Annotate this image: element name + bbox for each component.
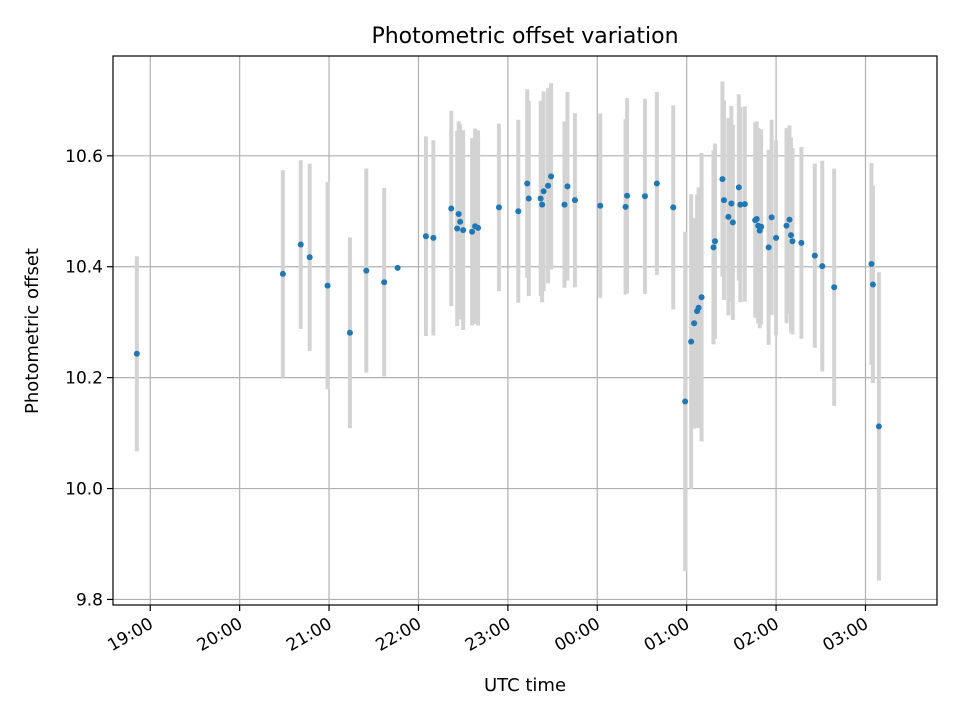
data-point xyxy=(539,201,546,208)
data-point xyxy=(454,225,461,232)
y-tick-label: 10.6 xyxy=(65,147,103,167)
data-point xyxy=(741,201,748,208)
x-tick-label: 19:00 xyxy=(104,614,156,656)
y-tick-label: 10.0 xyxy=(65,480,103,500)
data-point xyxy=(537,195,544,202)
data-point xyxy=(819,263,826,270)
data-point xyxy=(394,264,401,271)
x-tick-label: 01:00 xyxy=(641,614,693,656)
data-point xyxy=(875,423,882,430)
data-point xyxy=(773,234,780,241)
data-point xyxy=(622,203,629,210)
data-point xyxy=(515,208,522,215)
data-point xyxy=(495,204,502,211)
data-point xyxy=(279,270,286,277)
data-point xyxy=(691,320,698,327)
data-point xyxy=(670,204,677,211)
x-tick-label: 22:00 xyxy=(373,614,425,656)
data-point xyxy=(719,176,726,183)
data-point xyxy=(811,252,818,259)
plot-border xyxy=(112,55,938,606)
data-point xyxy=(695,304,702,311)
data-point xyxy=(624,192,631,199)
data-point xyxy=(753,216,760,223)
data-point xyxy=(831,284,838,291)
data-point xyxy=(682,398,689,405)
data-point xyxy=(729,219,736,226)
data-points xyxy=(133,173,882,430)
data-point xyxy=(469,228,476,235)
data-point xyxy=(869,281,876,288)
data-point xyxy=(688,338,695,345)
data-point xyxy=(720,197,727,204)
chart-title: Photometric offset variation xyxy=(371,24,678,49)
data-point xyxy=(798,239,805,246)
data-point xyxy=(324,282,331,289)
data-point xyxy=(430,234,437,241)
data-point xyxy=(475,224,482,231)
y-tick-label: 9.8 xyxy=(76,590,103,610)
x-tick-label: 21:00 xyxy=(283,614,335,656)
data-point xyxy=(346,329,353,336)
data-point xyxy=(381,279,388,286)
data-point xyxy=(460,227,467,234)
data-point xyxy=(548,173,555,180)
data-point xyxy=(786,216,793,223)
data-point xyxy=(710,244,717,251)
data-point xyxy=(735,184,742,191)
data-point xyxy=(768,214,775,221)
x-axis-label: UTC time xyxy=(484,675,566,696)
data-point xyxy=(545,182,552,189)
data-point xyxy=(133,350,140,357)
x-tick-label: 02:00 xyxy=(730,614,782,656)
data-point xyxy=(524,180,531,187)
data-point xyxy=(789,238,796,245)
x-tick-label: 03:00 xyxy=(820,614,872,656)
data-point xyxy=(868,260,875,267)
y-tick-label: 10.2 xyxy=(65,369,103,389)
data-point xyxy=(698,294,705,301)
data-point xyxy=(448,205,455,212)
data-point xyxy=(561,201,568,208)
data-point xyxy=(540,188,547,195)
data-point xyxy=(297,241,304,248)
data-point xyxy=(597,202,604,209)
data-point xyxy=(422,233,429,240)
data-point xyxy=(525,195,532,202)
y-axis: 9.8 10.0 10.2 10.4 10.6 xyxy=(65,147,113,610)
data-point xyxy=(765,244,772,251)
data-point xyxy=(564,183,571,190)
data-point xyxy=(783,222,790,229)
x-tick-label: 23:00 xyxy=(462,614,514,656)
data-point xyxy=(711,238,718,245)
x-tick-label: 00:00 xyxy=(551,614,603,656)
data-point xyxy=(363,267,370,274)
data-point xyxy=(728,200,735,207)
x-tick-label: 20:00 xyxy=(194,614,246,656)
data-point xyxy=(737,201,744,208)
data-point xyxy=(758,223,765,230)
data-point xyxy=(653,180,660,187)
y-tick-label: 10.4 xyxy=(65,258,103,278)
data-point xyxy=(641,193,648,200)
data-point xyxy=(725,213,732,220)
data-point xyxy=(787,232,794,239)
y-axis-label: Photometric offset xyxy=(22,248,43,414)
x-axis: 19:00 20:00 21:00 22:00 23:00 00:00 01:00 02:00… xyxy=(104,605,872,656)
data-point xyxy=(306,254,313,261)
data-point xyxy=(457,218,464,225)
data-point xyxy=(571,197,578,204)
data-point xyxy=(455,211,462,218)
